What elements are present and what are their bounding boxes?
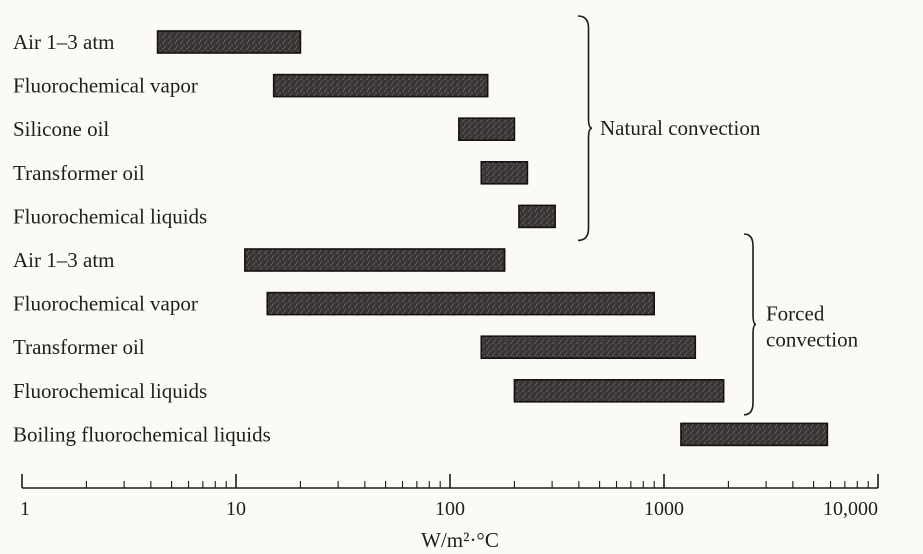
x-tick-label: 10 [226,498,246,520]
row-label: Air 1–3 atm [13,30,114,54]
group-braces-layer: Natural convection Forced convection [577,15,859,416]
group-label: Forced convection [766,301,859,351]
row-labels-layer: Air 1–3 atm Fluorochemical vapor Silicone … [13,30,271,446]
row-label: Fluorochemical liquids [13,379,207,403]
range-bar [272,73,489,98]
range-bar [480,335,697,360]
range-bar [266,291,656,316]
x-tick-label: 1000 [644,498,684,520]
range-bar [458,117,516,141]
x-axis: 1 10 100 1000 10,000 W/m²·°C [20,474,879,552]
x-tick-label: 100 [435,498,465,520]
row-label: Air 1–3 atm [13,248,114,272]
range-bar [680,422,829,447]
x-tick-label: 1 [20,498,30,520]
group-brace [743,233,757,416]
bars-layer [156,30,829,447]
range-bar [518,204,556,229]
range-bar [156,30,302,54]
row-label: Transformer oil [13,335,145,359]
row-label: Fluorochemical vapor [13,74,198,98]
x-tick-label: 10,000 [823,498,878,520]
x-axis-title: W/m²·°C [421,528,499,552]
range-bar [244,248,506,272]
row-label: Fluorochemical vapor [13,292,198,316]
group-brace [577,15,593,242]
range-bar [480,161,529,185]
row-label: Transformer oil [13,161,145,185]
row-label: Silicone oil [13,117,109,141]
group-label: Natural convection [600,116,761,140]
row-label: Fluorochemical liquids [13,204,207,228]
range-bar [513,378,725,403]
row-label: Boiling fluorochemical liquids [13,422,271,446]
